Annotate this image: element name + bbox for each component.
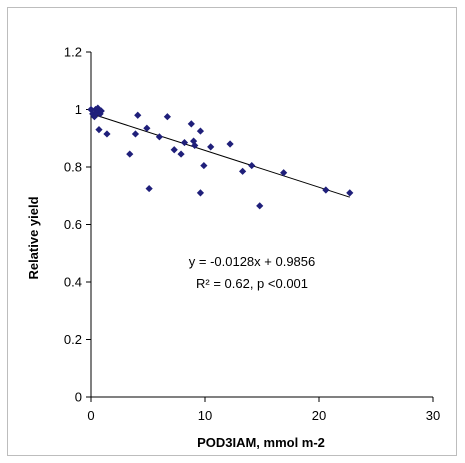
data-point [143,124,151,132]
y-tick-label: 0 [75,390,82,405]
y-tick-label: 1.2 [64,45,82,60]
y-axis-title: Relative yield [26,196,41,279]
data-point [155,133,163,141]
data-point [95,126,103,134]
data-point [97,107,105,115]
data-point [126,150,134,158]
data-point [131,130,140,138]
data-point [93,108,101,116]
x-tick-label: 10 [198,408,212,423]
y-tick-label: 0.6 [64,217,82,232]
x-tick-label: 0 [87,408,94,423]
data-point [94,104,102,112]
data-point [134,111,142,119]
data-point [87,105,95,114]
chart-frame [7,7,457,456]
y-tick-label: 0.2 [64,332,82,347]
r-squared-annotation: R² = 0.62, p <0.001 [196,276,308,291]
x-axis-ticks: 0 10 20 30 [87,397,440,423]
y-tick-label: 1 [75,102,82,117]
data-point [200,161,208,170]
data-point [177,150,185,158]
data-point [103,130,111,138]
data-point [187,120,195,128]
x-tick-label: 30 [426,408,440,423]
data-point [196,189,205,197]
data-point [91,105,100,114]
data-point [248,161,256,170]
data-point [280,169,288,177]
data-point [180,138,189,147]
data-point [196,127,205,135]
trend-line [90,113,350,198]
data-point [256,202,264,210]
y-tick-label: 0.8 [64,160,82,175]
x-tick-label: 20 [312,408,326,423]
y-axis-ticks: 0 0.2 0.4 0.6 0.8 1 1.2 [64,45,91,405]
data-point [170,146,178,154]
data-point [90,113,99,121]
data-point [239,167,247,175]
data-point [191,141,199,150]
data-point [346,189,354,197]
data-point [163,113,171,121]
data-point [145,184,153,193]
data-point [207,143,215,151]
data-point [322,186,330,194]
y-tick-label: 0.4 [64,275,82,290]
data-points [87,104,354,210]
x-axis-title: POD3IAM, mmol m-2 [197,435,325,450]
equation-annotation: y = -0.0128x + 0.9856 [189,254,315,269]
data-point [226,140,234,148]
